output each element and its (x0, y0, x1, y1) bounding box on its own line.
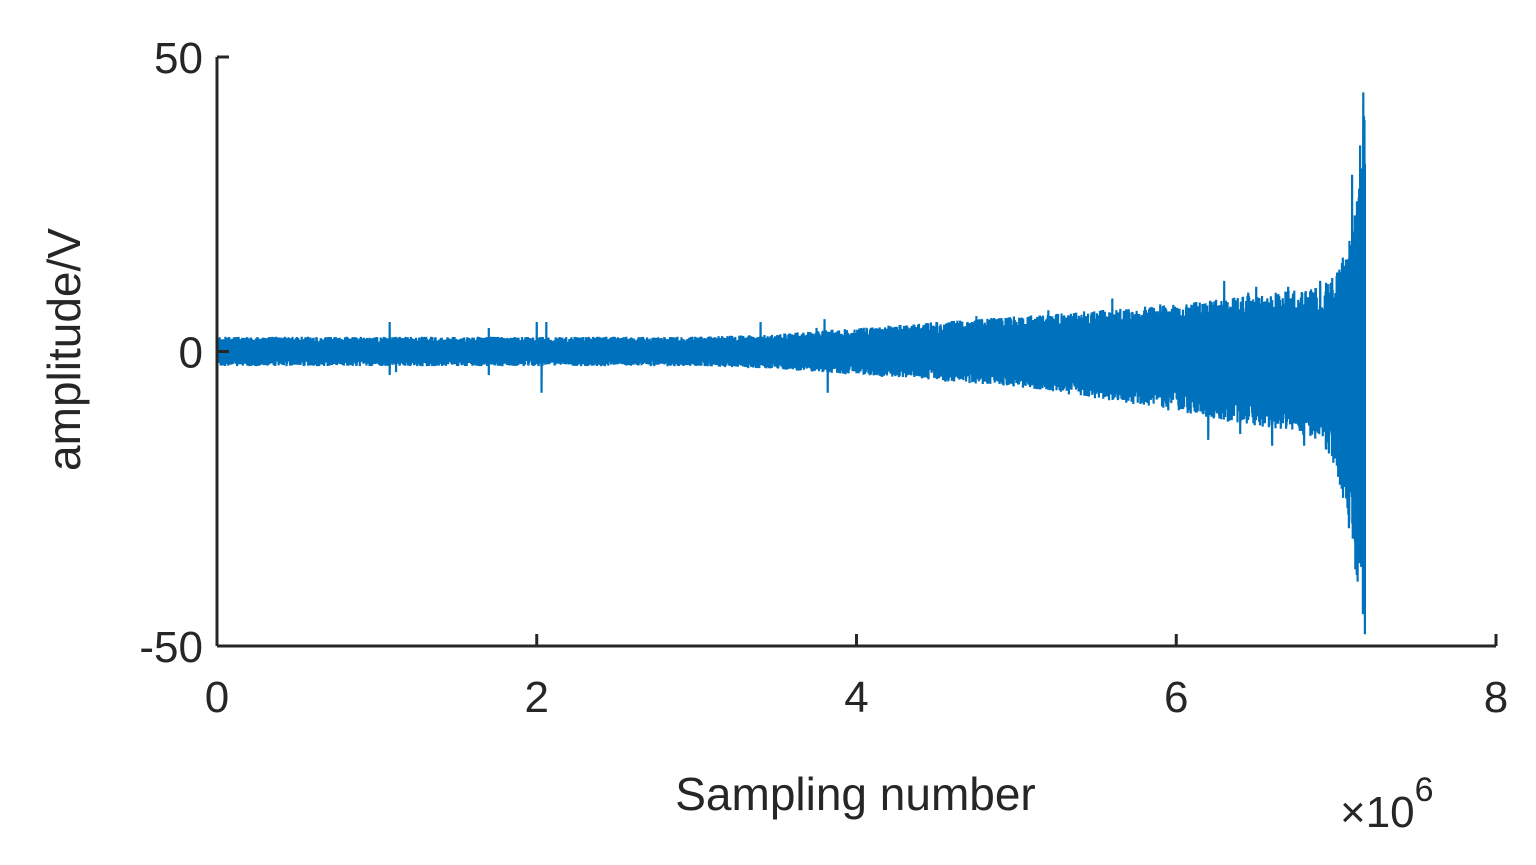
y-tick-label: 0 (179, 329, 203, 378)
y-tick-label: -50 (139, 623, 203, 672)
signal-line (215, 92, 1366, 635)
x-axis-multiplier-base: ×10 (1340, 788, 1415, 837)
x-axis-label: Sampling number (675, 768, 1036, 820)
plot-area (215, 92, 1366, 635)
y-ticks: -50 0 50 (139, 34, 229, 672)
y-tick-label: 50 (154, 34, 203, 83)
x-ticks: 0 2 4 6 8 (205, 634, 1508, 722)
x-tick-label: 0 (205, 673, 229, 722)
x-axis-multiplier: ×106 (1340, 771, 1434, 837)
y-axis-label: amplitude/V (38, 228, 90, 471)
x-tick-label: 6 (1164, 673, 1188, 722)
x-tick-label: 2 (525, 673, 549, 722)
x-tick-label: 4 (844, 673, 868, 722)
x-tick-label: 8 (1484, 673, 1508, 722)
x-axis-multiplier-exponent: 6 (1415, 771, 1434, 809)
